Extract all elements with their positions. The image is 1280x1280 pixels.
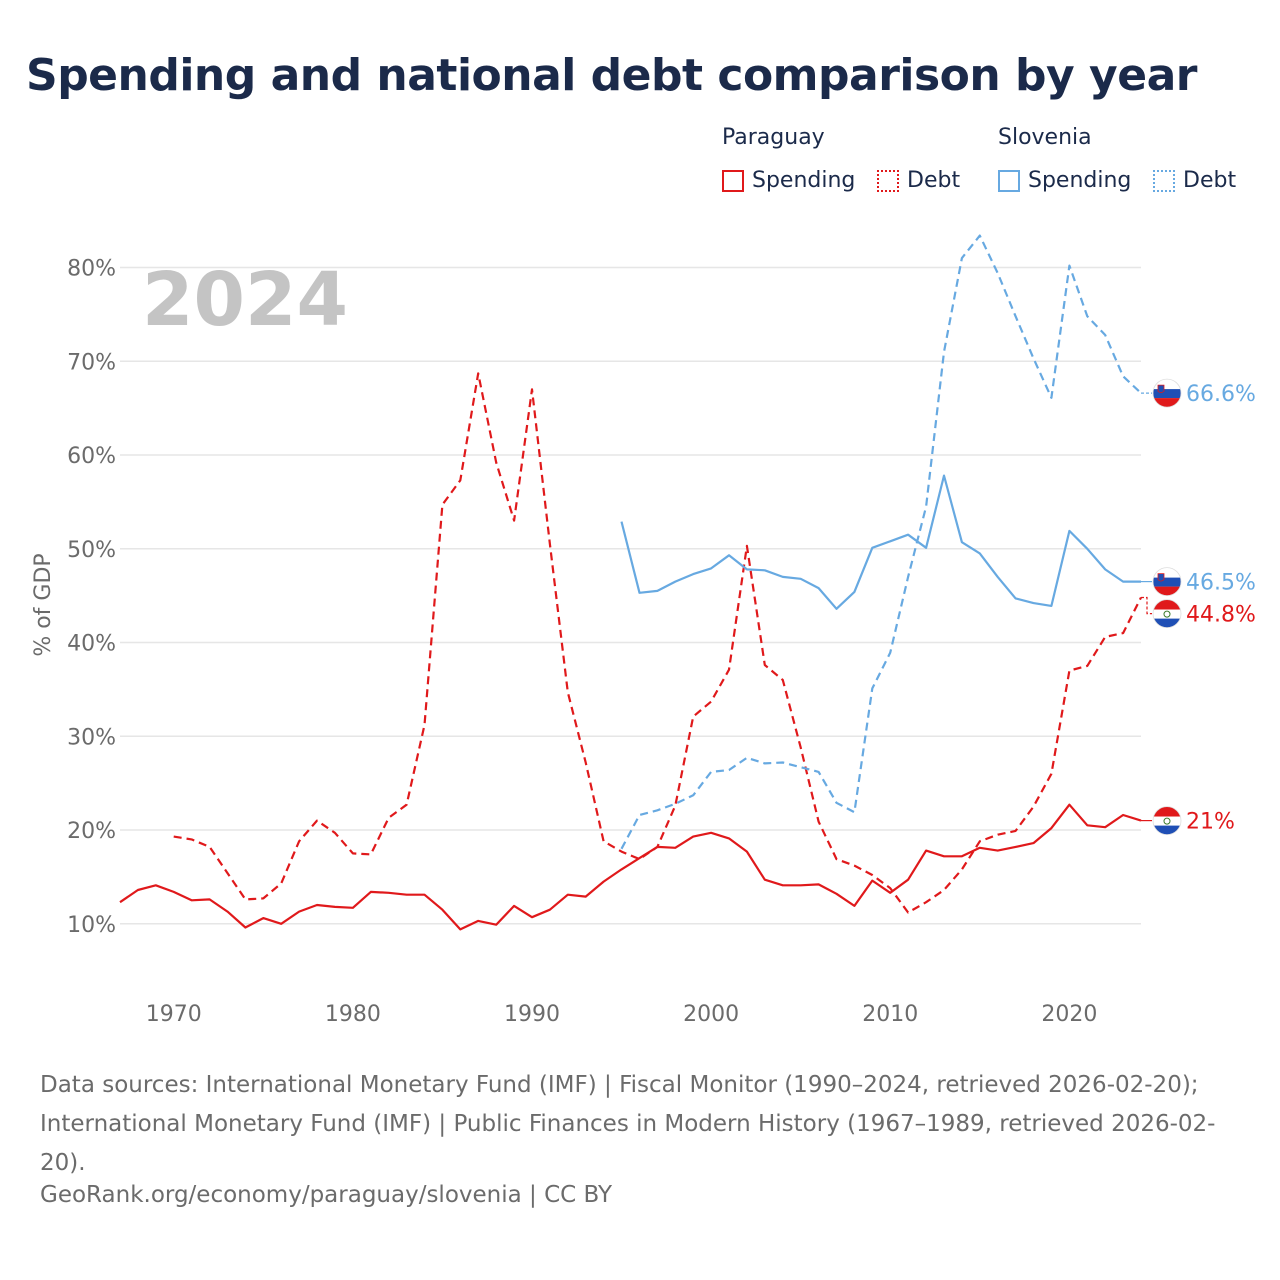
series-line-slovenia-debt — [620, 234, 1142, 850]
legend-label-slovenia-debt: Debt — [1183, 168, 1237, 193]
legend-label-paraguay-debt: Debt — [907, 168, 961, 193]
x-tick-label: 1990 — [504, 1002, 560, 1027]
x-tick-label: 1970 — [146, 1002, 202, 1027]
y-axis-label: % of GDP — [31, 553, 56, 656]
y-tick-label: 40% — [67, 632, 116, 657]
slovenia-flag-icon — [1152, 378, 1182, 408]
end-label-paraguay-debt: 44.8% — [1186, 603, 1256, 628]
end-label-paraguay-spending: 21% — [1186, 810, 1235, 835]
x-tick-label: 2000 — [683, 1002, 739, 1027]
y-tick-label: 80% — [67, 257, 116, 282]
y-tick-label: 60% — [67, 444, 116, 469]
data-source-note: Data sources: International Monetary Fun… — [40, 1072, 1216, 1176]
x-tick-label: 1980 — [325, 1002, 381, 1027]
legend-swatch-paraguay-spending — [722, 169, 744, 192]
legend-item-slovenia-debt[interactable]: Debt — [1153, 168, 1236, 193]
x-tick-label: 2010 — [862, 1002, 918, 1027]
legend-group-paraguay: Paraguay — [722, 125, 825, 150]
y-tick-label: 30% — [67, 725, 116, 750]
series-line-slovenia-spending — [620, 474, 1141, 610]
legend-swatch-slovenia-debt — [1153, 169, 1175, 192]
y-tick-label: 20% — [67, 819, 116, 844]
legend-item-paraguay-spending[interactable]: Spending — [722, 168, 855, 193]
y-tick-label: 70% — [67, 350, 116, 375]
legend-group-slovenia: Slovenia — [998, 125, 1092, 150]
chart-title: Spending and national debt comparison by… — [26, 50, 1197, 101]
slovenia-flag-icon — [1152, 567, 1182, 596]
legend-label-slovenia-spending: Spending — [1028, 168, 1132, 193]
series-line-paraguay-spending — [119, 803, 1142, 931]
series-layer — [119, 234, 1142, 931]
end-label-layer: 66.6% 46.5% 44.8% 21% — [1141, 378, 1256, 835]
axis-layer: 10% 20% 30% 40% 50% 60% 70% 80% 1970 1980 1990 2000… — [67, 257, 1097, 1028]
paraguay-flag-icon — [1152, 599, 1182, 628]
legend-label-paraguay-spending: Spending — [752, 168, 856, 193]
line-chart: 2024 10% 20% 30% 40% 50% 60% 70% 80% 1970 1980 199… — [31, 234, 1256, 1028]
grid-layer — [120, 266, 1141, 925]
legend-swatch-slovenia-spending — [998, 169, 1020, 192]
legend-item-slovenia-spending[interactable]: Spending — [998, 168, 1131, 193]
end-label-slovenia-spending: 46.5% — [1186, 571, 1256, 596]
series-line-paraguay-debt — [173, 372, 1142, 914]
attribution-link[interactable]: GeoRank.org/economy/paraguay/slovenia | … — [40, 1182, 613, 1208]
x-tick-label: 2020 — [1041, 1002, 1097, 1027]
year-watermark: 2024 — [142, 257, 348, 343]
legend-swatch-paraguay-debt — [877, 169, 899, 192]
y-tick-label: 50% — [67, 538, 116, 563]
paraguay-flag-icon — [1152, 806, 1182, 835]
end-label-slovenia-debt: 66.6% — [1186, 382, 1256, 407]
end-label-connector — [1141, 596, 1152, 615]
legend-item-paraguay-debt[interactable]: Debt — [877, 168, 960, 193]
y-tick-label: 10% — [67, 913, 116, 938]
